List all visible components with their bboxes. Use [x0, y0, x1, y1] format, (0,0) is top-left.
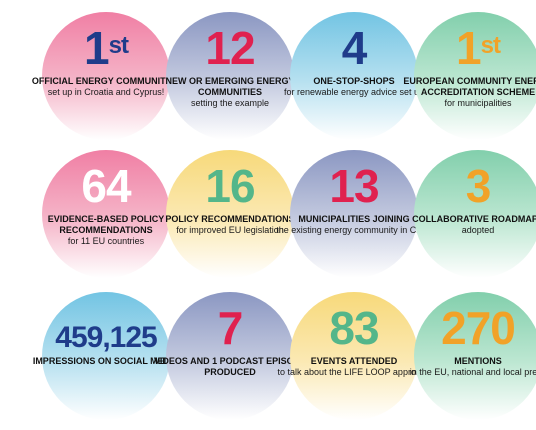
stat-number: 83: [329, 302, 379, 354]
stat-label: OFFICIAL ENERGY COMMUNITIES set up in Cro…: [28, 76, 184, 98]
stat-number: 13: [329, 160, 379, 212]
stat-number: 12: [205, 22, 255, 74]
stat-detail: for improved EU legislation: [176, 225, 284, 235]
stat-number: 3: [465, 160, 492, 212]
stat-press-mentions: 270 MENTIONS in the EU, national and loca…: [410, 292, 536, 420]
stat-policy-recommendations-eu: 16 POLICY RECOMMENDATIONS for improved EU…: [165, 150, 295, 278]
stat-number: 1st: [456, 22, 501, 74]
stat-number: 459,125: [55, 321, 157, 354]
stat-label: MUNICIPALITIES JOINING the existing energ…: [276, 214, 432, 235]
stat-detail: setting the example: [190, 98, 270, 108]
stat-new-energy-communities: 12 NEW OR EMERGING ENERGY COMMUNITIES set…: [165, 12, 295, 140]
stat-label: VIDEOS AND 1 PODCAST EPISODE PRODUCED: [153, 356, 307, 377]
stat-detail: to talk about the LIFE LOOP approach: [277, 367, 431, 377]
stat-policy-recommendations-countries: 64 EVIDENCE-BASED POLICY RECOMMENDATIONS…: [42, 150, 170, 278]
stat-label: EVENTS ATTENDED to talk about the LIFE LO…: [277, 356, 431, 377]
stat-label: MENTIONS in the EU, national and local pr…: [400, 356, 536, 378]
stat-number: 64: [81, 160, 131, 212]
stat-detail: adopted: [461, 225, 495, 235]
stat-label: EVIDENCE-BASED POLICY RECOMMENDATIONS for…: [28, 214, 184, 247]
stat-one-stop-shops: 4 ONE-STOP-SHOPS for renewable energy adv…: [284, 12, 424, 140]
stat-label: IMPRESSIONS ON SOCIAL MEDIA: [32, 356, 180, 366]
stat-videos-podcast: 7 VIDEOS AND 1 PODCAST EPISODE PRODUCED: [154, 292, 306, 420]
stat-detail: for renewable energy advice set up: [283, 87, 425, 97]
stat-accreditation-scheme: 1st EUROPEAN COMMUNITY ENERGY ACCREDITAT…: [403, 12, 536, 140]
stat-detail: set up in Croatia and Cyprus!: [47, 87, 165, 97]
stat-collaborative-roadmaps: 3 COLLABORATIVE ROADMAPS adopted: [412, 150, 536, 278]
stat-number: 1st: [84, 22, 129, 74]
stat-municipalities-joining: 13 MUNICIPALITIES JOINING the existing en…: [276, 150, 432, 278]
stat-label: ONE-STOP-SHOPS for renewable energy advic…: [276, 76, 432, 98]
stat-events-attended: 83 EVENTS ATTENDED to talk about the LIFE…: [278, 292, 430, 420]
stat-detail: for 11 EU countries: [67, 236, 145, 246]
stat-detail: the existing energy community in Crete: [276, 225, 432, 235]
stat-number: 270: [441, 302, 516, 354]
stat-number: 4: [341, 22, 368, 74]
stat-number: 7: [217, 302, 244, 354]
stat-label: EUROPEAN COMMUNITY ENERGY ACCREDITATION …: [400, 76, 536, 109]
stat-social-media-impressions: 459,125 IMPRESSIONS ON SOCIAL MEDIA: [33, 292, 179, 420]
stat-label: NEW OR EMERGING ENERGY COMMUNITIES settin…: [152, 76, 308, 109]
stat-detail: in the EU, national and local press: [409, 367, 536, 377]
stat-detail: for municipalities: [444, 98, 512, 108]
stat-label: COLLABORATIVE ROADMAPS adopted: [400, 214, 536, 236]
stat-label: POLICY RECOMMENDATIONS for improved EU le…: [152, 214, 308, 236]
stat-number: 16: [205, 160, 255, 212]
stat-official-energy-communities: 1st OFFICIAL ENERGY COMMUNITIES set up in…: [32, 12, 180, 140]
